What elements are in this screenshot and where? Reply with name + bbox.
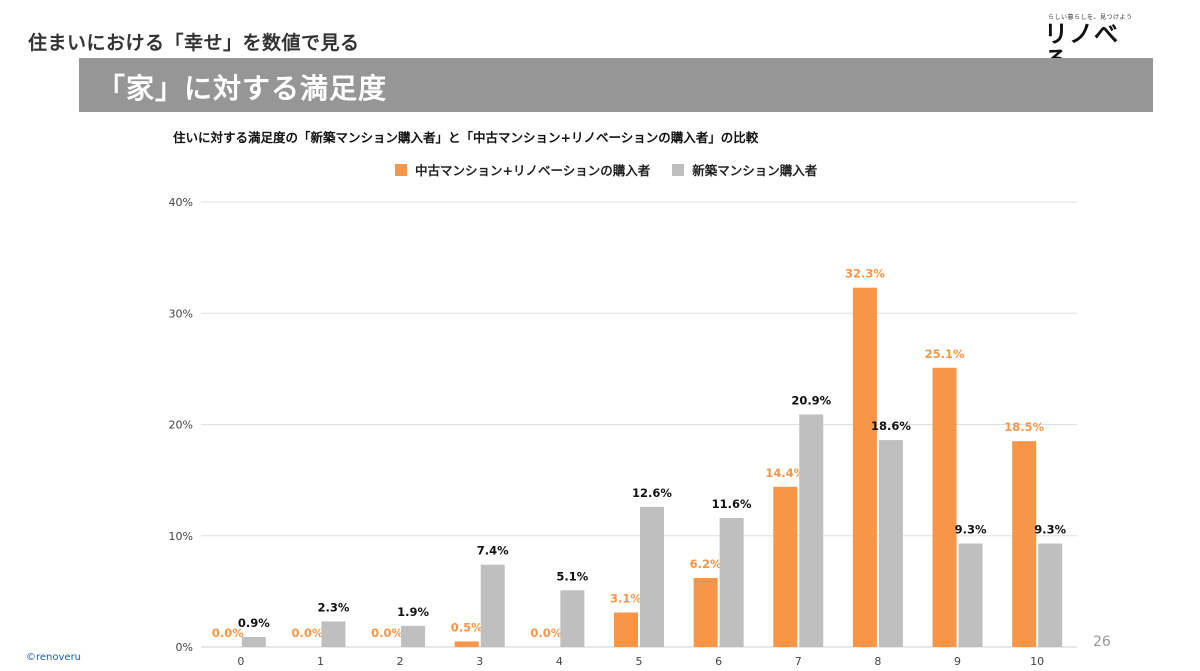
x-tick-label: 3 [476, 655, 483, 668]
bar-used-renovation [932, 367, 957, 647]
data-label-new-condo: 12.6% [632, 486, 672, 500]
legend-item-used-renovation: 中古マンション+リノベーションの購入者 [395, 160, 650, 179]
x-tick-label: 2 [397, 655, 404, 668]
data-label-used-renovation: 25.1% [925, 347, 965, 361]
x-tick-label: 4 [556, 655, 563, 668]
y-tick-label: 10% [169, 530, 193, 543]
data-label-used-renovation: 14.4% [765, 466, 805, 480]
x-tick-label: 8 [874, 655, 881, 668]
bar-new-condo [719, 517, 744, 647]
bar-used-renovation [773, 486, 798, 647]
data-label-new-condo: 20.9% [791, 393, 831, 407]
data-label-used-renovation: 0.5% [451, 620, 483, 634]
data-label-used-renovation: 3.1% [610, 592, 642, 606]
bar-used-renovation [454, 641, 479, 647]
data-label-used-renovation: 0.0% [530, 626, 562, 640]
x-tick-label: 5 [636, 655, 643, 668]
x-tick-label: 6 [715, 655, 722, 668]
data-label-used-renovation: 0.0% [371, 626, 403, 640]
data-label-used-renovation: 0.0% [212, 626, 244, 640]
bar-new-condo [241, 636, 266, 647]
page-number: 26 [1093, 634, 1111, 650]
legend-item-new-condo: 新築マンション購入者 [672, 160, 817, 179]
data-label-used-renovation: 0.0% [292, 626, 324, 640]
logo-tagline: らしい暮らしを、見つけよう [1048, 14, 1133, 21]
bar-used-renovation [852, 287, 877, 647]
x-tick-label: 7 [795, 655, 802, 668]
data-label-used-renovation: 32.3% [845, 267, 885, 281]
chart-legend: 中古マンション+リノベーションの購入者 新築マンション購入者 [395, 160, 839, 179]
copyright-text: ©renoveru [26, 652, 82, 663]
bar-new-condo [560, 590, 585, 647]
title-banner: 「家」に対する満足度 [79, 58, 1153, 112]
y-tick-label: 40% [169, 196, 193, 209]
x-tick-label: 9 [954, 655, 961, 668]
bar-new-condo [1038, 543, 1063, 647]
legend-swatch-orange [395, 163, 407, 176]
y-tick-label: 30% [169, 307, 193, 320]
data-label-new-condo: 9.3% [1034, 523, 1066, 537]
x-tick-label: 0 [237, 655, 244, 668]
section-title: 住まいにおける「幸せ」を数値で見る [28, 32, 360, 54]
x-tick-label: 1 [317, 655, 324, 668]
data-label-new-condo: 7.4% [477, 544, 509, 558]
bar-used-renovation [693, 578, 718, 647]
bar-used-renovation [1012, 441, 1037, 647]
bar-new-condo [640, 506, 664, 647]
chart-title: 住いに対する満足度の「新築マンション購入者」と「中古マンション+リノベーションの… [173, 130, 759, 145]
legend-swatch-gray [672, 163, 685, 176]
bar-new-condo [401, 625, 426, 647]
bar-used-renovation [614, 612, 638, 647]
bar-new-condo [480, 564, 505, 647]
y-tick-label: 20% [169, 419, 193, 432]
bar-new-condo [958, 543, 983, 647]
data-label-new-condo: 11.6% [712, 497, 752, 511]
data-label-used-renovation: 6.2% [690, 557, 722, 571]
data-label-used-renovation: 18.5% [1004, 420, 1044, 434]
data-label-new-condo: 5.1% [556, 569, 588, 583]
y-tick-label: 0% [176, 641, 193, 654]
data-label-new-condo: 18.6% [871, 419, 911, 433]
bar-new-condo [799, 414, 824, 647]
data-label-new-condo: 2.3% [318, 600, 350, 614]
banner-title: 「家」に対する満足度 [97, 72, 388, 105]
legend-label-new-condo: 新築マンション購入者 [692, 163, 818, 178]
data-label-new-condo: 9.3% [955, 523, 987, 537]
x-tick-label: 10 [1030, 655, 1044, 668]
data-label-new-condo: 0.9% [238, 616, 270, 630]
bar-new-condo [321, 621, 346, 647]
bar-new-condo [878, 440, 903, 647]
legend-label-used-renovation: 中古マンション+リノベーションの購入者 [415, 163, 651, 178]
data-label-new-condo: 1.9% [397, 605, 429, 619]
